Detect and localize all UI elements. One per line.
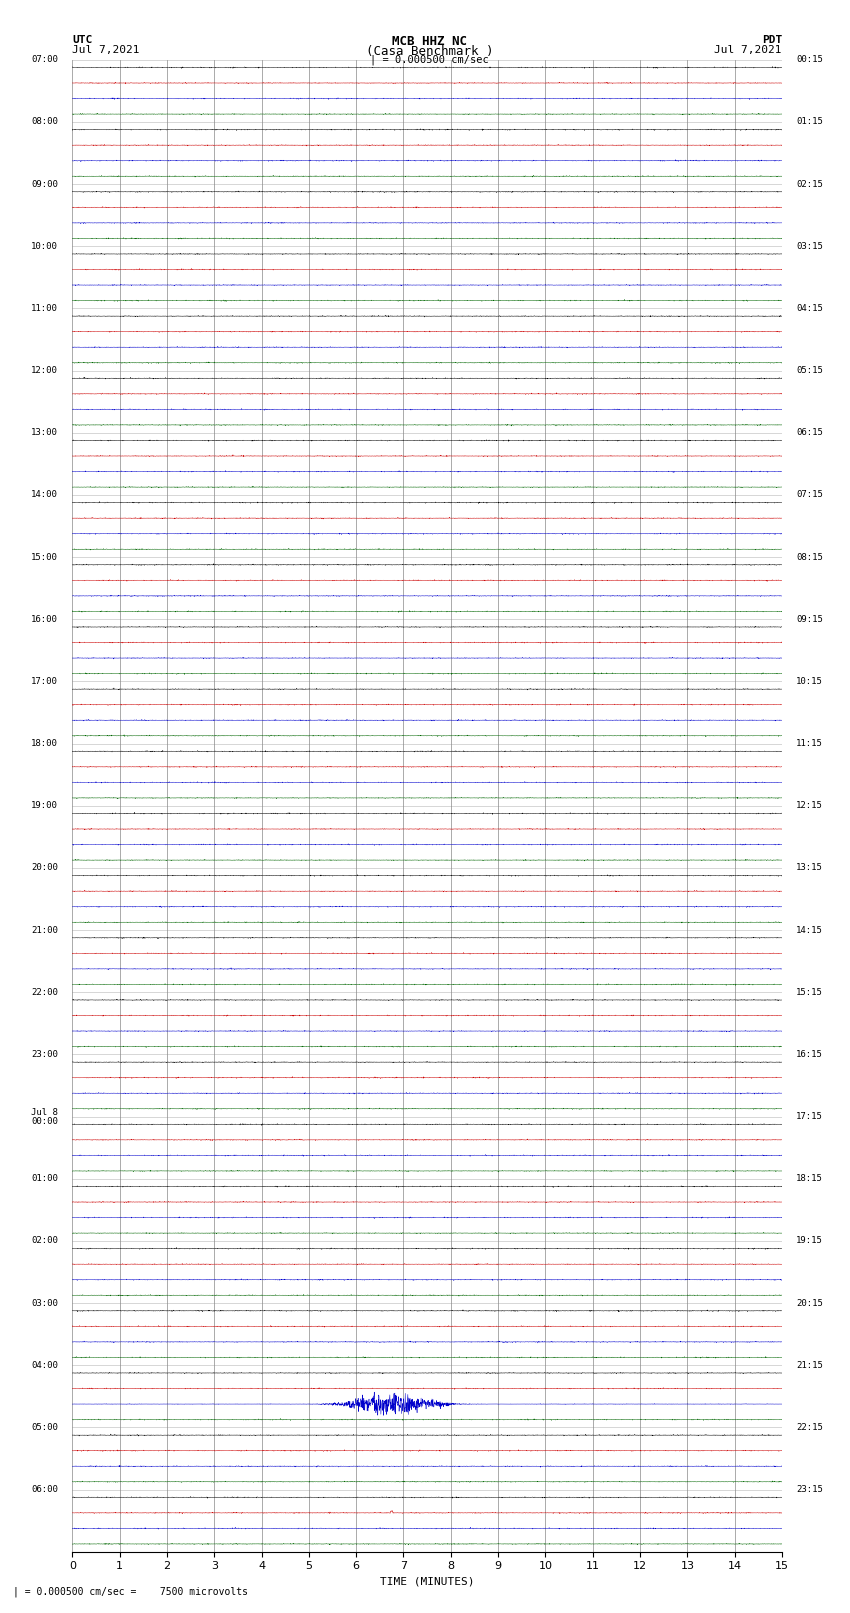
Text: | = 0.000500 cm/sec: | = 0.000500 cm/sec xyxy=(370,55,489,66)
Text: 06:00: 06:00 xyxy=(31,1486,58,1494)
Text: 03:15: 03:15 xyxy=(796,242,823,250)
Text: 21:15: 21:15 xyxy=(796,1361,823,1369)
Text: PDT: PDT xyxy=(762,35,782,45)
Text: 11:00: 11:00 xyxy=(31,303,58,313)
Text: 18:15: 18:15 xyxy=(796,1174,823,1184)
Text: 10:15: 10:15 xyxy=(796,677,823,686)
Text: 16:15: 16:15 xyxy=(796,1050,823,1058)
Text: | = 0.000500 cm/sec =    7500 microvolts: | = 0.000500 cm/sec = 7500 microvolts xyxy=(13,1586,247,1597)
Text: 13:15: 13:15 xyxy=(796,863,823,873)
Text: 08:00: 08:00 xyxy=(31,118,58,126)
Text: 00:00: 00:00 xyxy=(31,1116,58,1126)
Text: Jul 7,2021: Jul 7,2021 xyxy=(72,45,139,55)
Text: 19:00: 19:00 xyxy=(31,802,58,810)
Text: 20:00: 20:00 xyxy=(31,863,58,873)
Text: 09:00: 09:00 xyxy=(31,179,58,189)
Text: 22:15: 22:15 xyxy=(796,1423,823,1432)
Text: Jul 7,2021: Jul 7,2021 xyxy=(715,45,782,55)
X-axis label: TIME (MINUTES): TIME (MINUTES) xyxy=(380,1578,474,1587)
Text: 09:15: 09:15 xyxy=(796,615,823,624)
Text: 07:00: 07:00 xyxy=(31,55,58,65)
Text: 13:00: 13:00 xyxy=(31,427,58,437)
Text: 01:00: 01:00 xyxy=(31,1174,58,1184)
Text: (Casa Benchmark ): (Casa Benchmark ) xyxy=(366,45,493,58)
Text: 14:15: 14:15 xyxy=(796,926,823,934)
Text: MCB HHZ NC: MCB HHZ NC xyxy=(392,35,467,48)
Text: 12:15: 12:15 xyxy=(796,802,823,810)
Text: 15:15: 15:15 xyxy=(796,987,823,997)
Text: 23:00: 23:00 xyxy=(31,1050,58,1058)
Text: 16:00: 16:00 xyxy=(31,615,58,624)
Text: 23:15: 23:15 xyxy=(796,1486,823,1494)
Text: 15:00: 15:00 xyxy=(31,553,58,561)
Text: 10:00: 10:00 xyxy=(31,242,58,250)
Text: 12:00: 12:00 xyxy=(31,366,58,374)
Text: 01:15: 01:15 xyxy=(796,118,823,126)
Text: 18:00: 18:00 xyxy=(31,739,58,748)
Text: 20:15: 20:15 xyxy=(796,1298,823,1308)
Text: 06:15: 06:15 xyxy=(796,427,823,437)
Text: 04:15: 04:15 xyxy=(796,303,823,313)
Text: 11:15: 11:15 xyxy=(796,739,823,748)
Text: 14:00: 14:00 xyxy=(31,490,58,500)
Text: 08:15: 08:15 xyxy=(796,553,823,561)
Text: 00:15: 00:15 xyxy=(796,55,823,65)
Text: UTC: UTC xyxy=(72,35,93,45)
Text: 02:00: 02:00 xyxy=(31,1237,58,1245)
Text: 17:15: 17:15 xyxy=(796,1111,823,1121)
Text: 03:00: 03:00 xyxy=(31,1298,58,1308)
Text: 19:15: 19:15 xyxy=(796,1237,823,1245)
Text: Jul 8: Jul 8 xyxy=(31,1108,58,1116)
Text: 05:00: 05:00 xyxy=(31,1423,58,1432)
Text: 07:15: 07:15 xyxy=(796,490,823,500)
Text: 22:00: 22:00 xyxy=(31,987,58,997)
Text: 17:00: 17:00 xyxy=(31,677,58,686)
Text: 21:00: 21:00 xyxy=(31,926,58,934)
Text: 04:00: 04:00 xyxy=(31,1361,58,1369)
Text: 02:15: 02:15 xyxy=(796,179,823,189)
Text: 05:15: 05:15 xyxy=(796,366,823,374)
